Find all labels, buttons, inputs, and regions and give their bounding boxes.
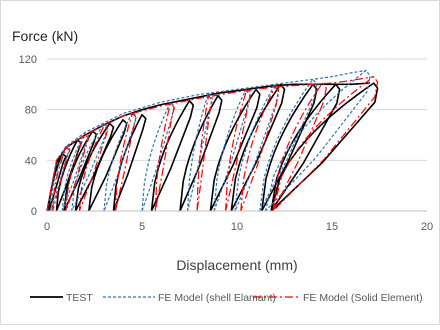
legend-label-0: TEST: [66, 292, 93, 304]
series-1-loop-7: [234, 83, 280, 212]
series-1-loop-0: [50, 145, 71, 212]
series-0-loop-11: [270, 83, 341, 212]
series-2-loop-2: [78, 125, 109, 212]
series-0-loop-8: [209, 88, 261, 212]
series-1-loop-8: [259, 78, 318, 212]
series-2-loop-3: [114, 112, 137, 212]
series-1-loop-4: [141, 101, 175, 212]
series-1-loop-6: [213, 87, 251, 212]
axes: 0 40 80 120 0 5 10 15 20: [19, 54, 433, 233]
series-2-loop-4: [154, 102, 175, 212]
y-tick-label-0: 0: [31, 206, 37, 218]
x-tick-label-5: 5: [139, 221, 145, 233]
series-2-loop-6: [225, 90, 251, 212]
series-0-loop-3: [74, 122, 115, 212]
series-2-loop-1: [65, 134, 90, 212]
series-0-loop-9: [230, 83, 286, 212]
series-2-loop-0: [52, 147, 71, 212]
series-layer: [46, 69, 379, 212]
legend-label-2: FE Model (Solid Element): [303, 292, 423, 304]
legend-label-1: FE Model (shell Elamant): [158, 292, 276, 304]
series-1-loop-1: [61, 131, 90, 212]
series-1-envelope: [46, 69, 367, 212]
x-tick-label-10: 10: [231, 221, 243, 233]
series-0-loop-5: [112, 113, 147, 212]
y-tick-label-80: 80: [25, 105, 37, 117]
x-axis-title: Displacement (mm): [176, 257, 297, 273]
series-0: [46, 82, 379, 212]
series-2-envelope: [46, 76, 374, 212]
series-2-loop-5: [196, 95, 213, 212]
series-0-loop-10: [260, 83, 318, 212]
y-tick-label-40: 40: [25, 155, 37, 167]
series-0-loop-6: [150, 100, 195, 212]
series-2-loop-9: [272, 76, 379, 212]
y-tick-label-120: 120: [19, 54, 37, 66]
x-tick-label-20: 20: [421, 221, 433, 233]
series-1-loop-9: [264, 69, 371, 212]
x-tick-label-0: 0: [44, 221, 50, 233]
series-2-loop-8: [272, 82, 327, 212]
y-axis-title: Force (kN): [12, 28, 78, 44]
series-1-loop-2: [71, 123, 109, 212]
x-tick-label-15: 15: [326, 221, 338, 233]
series-2-loop-7: [240, 86, 280, 212]
series-2: [46, 76, 379, 212]
legend: TEST FE Model (shell Elamant) FE Model (So…: [30, 292, 423, 304]
